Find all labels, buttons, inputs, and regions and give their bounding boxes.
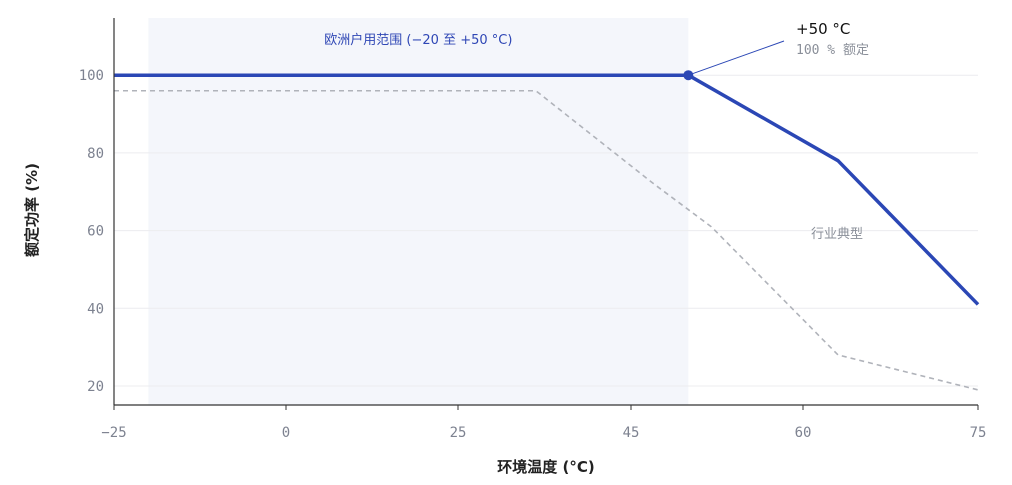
grid-lines xyxy=(114,74,978,387)
y-tick-label-4: 100 xyxy=(79,68,104,84)
typical-series-label: 行业典型 xyxy=(811,227,863,242)
series-rated-line xyxy=(114,73,980,306)
x-tick-label-2: 25 xyxy=(450,425,467,441)
x-tick-labels: −25 0 25 45 60 75 xyxy=(101,405,986,441)
annotation-subtitle: 100 % 额定 xyxy=(796,43,869,58)
y-tick-label-0: 20 xyxy=(87,379,104,395)
x-tick-label-4: 60 xyxy=(795,425,812,441)
y-tick-label-3: 80 xyxy=(87,146,104,162)
y-tick-label-2: 60 xyxy=(87,224,104,240)
annotation-point xyxy=(683,70,694,81)
series-typical-line xyxy=(114,89,979,391)
annotation-leader xyxy=(688,40,785,76)
series-group xyxy=(114,73,980,391)
y-tick-label-1: 40 xyxy=(87,301,104,317)
annotation-title: +50 °C xyxy=(796,20,850,38)
x-tick-label-3: 45 xyxy=(623,425,640,441)
x-tick-label-1: 0 xyxy=(282,425,290,441)
x-tick-label-5: 75 xyxy=(970,425,987,441)
y-tick-labels: 20 40 60 80 100 xyxy=(79,68,104,395)
y-axis-title: 额定功率 (%) xyxy=(23,163,41,257)
highlight-band xyxy=(148,18,689,405)
band-label: 欧洲户用范围 (−20 至 +50 °C) xyxy=(324,32,512,48)
x-axis-title: 环境温度 (°C) xyxy=(497,458,594,476)
x-tick-label-0: −25 xyxy=(101,425,126,441)
